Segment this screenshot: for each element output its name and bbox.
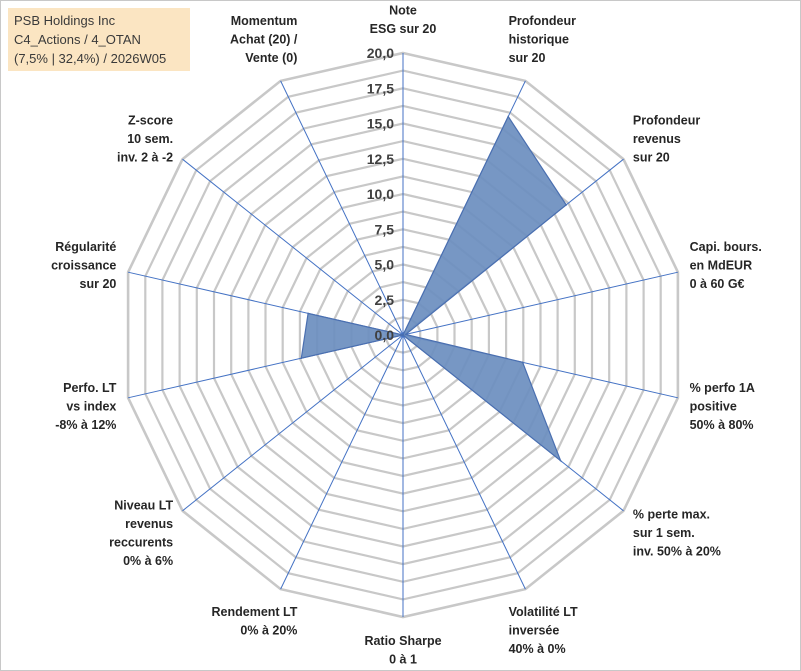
axis-label-line: Profondeur: [633, 114, 700, 128]
title-line-category: C4_Actions / 4_OTAN: [14, 32, 141, 47]
axis-label-line: sur 20: [509, 51, 546, 65]
axis-tick-label: 17,5: [367, 80, 394, 96]
axis-tick-label: 0,0: [375, 327, 395, 343]
axis-label-line: Perfo. LT: [63, 381, 117, 395]
axis-label-line: reccurents: [109, 535, 173, 549]
axis-label-line: inv. 2 à -2: [117, 151, 173, 165]
data-point: [565, 204, 567, 206]
axis-label-group: Capi. bours. en MdEUR 0 à 60 G€: [690, 240, 762, 291]
tick-layer: 0,0 2,5 5,0 7,5 10,0 12,5 15,0 17,5 20,0: [367, 45, 394, 343]
axis-label-line: revenus: [125, 517, 173, 531]
axis-label-line: 0 à 1: [389, 653, 417, 667]
data-point: [307, 312, 309, 315]
axis-tick-label: 12,5: [367, 151, 394, 167]
axis-label-line: 40% à 0%: [509, 642, 566, 656]
axis-label-line: Volatilité LT: [509, 605, 578, 619]
axis-label-line: % perfo 1A: [690, 381, 755, 395]
axis-label-line: croissance: [51, 259, 116, 273]
data-point: [402, 334, 404, 336]
axis-label-group: Rendement LT 0% à 20%: [212, 605, 298, 638]
axis-tick-label: 10,0: [367, 186, 394, 202]
axis-label-line: Niveau LT: [114, 498, 173, 512]
axis-tick-label: 15,0: [367, 116, 394, 132]
axis-spoke: [182, 334, 404, 512]
axis-label-line: sur 20: [80, 277, 117, 291]
axis-label-line: 50% à 80%: [690, 418, 754, 432]
chart-title-box: PSB Holdings Inc C4_Actions / 4_OTAN (7,…: [8, 8, 190, 71]
data-point: [559, 459, 562, 462]
axis-spoke: [402, 334, 526, 590]
axis-tick-label: 20,0: [367, 45, 394, 61]
axis-label-line: Vente (0): [245, 51, 297, 65]
axis-label-line: positive: [690, 399, 737, 413]
axis-label-group: Z-score 10 sem. inv. 2 à -2: [117, 114, 173, 165]
axis-label-line: Ratio Sharpe: [364, 634, 441, 648]
axis-label-line: vs index: [66, 399, 116, 413]
data-point: [404, 333, 407, 336]
axis-label-line: -8% à 12%: [55, 418, 116, 432]
axis-label-line: historique: [509, 33, 569, 47]
axis-tick-label: 5,0: [375, 257, 395, 273]
axis-label-line: 0 à 60 G€: [690, 277, 745, 291]
axis-label-line: Achat (20) /: [230, 33, 298, 47]
axis-label-group: Profondeur historique sur 20: [509, 14, 576, 65]
axis-label-line: sur 1 sem.: [633, 526, 695, 540]
axis-tick-label: 7,5: [375, 221, 395, 237]
axis-spoke: [280, 80, 404, 336]
axis-label-group: Momentum Achat (20) / Vente (0): [230, 14, 298, 65]
axis-label-line: Note: [389, 4, 417, 18]
series-layer: [300, 115, 567, 463]
data-series-area: [300, 115, 567, 463]
axis-label-line: inversée: [509, 623, 560, 637]
axis-label-line: 0% à 20%: [240, 623, 297, 637]
axis-label-group: % perte max. sur 1 sem. inv. 50% à 20%: [633, 508, 721, 559]
data-point: [300, 357, 303, 360]
axis-label-line: Capi. bours.: [690, 240, 762, 254]
axis-label-line: Z-score: [128, 114, 173, 128]
axis-tick-label: 2,5: [375, 292, 395, 308]
axis-spoke: [402, 271, 679, 336]
axis-label-line: 0% à 6%: [123, 554, 173, 568]
axis-label-line: Régularité: [55, 240, 116, 254]
axis-spoke: [182, 158, 404, 336]
axis-label-line: ESG sur 20: [370, 22, 437, 36]
axis-spoke: [280, 334, 404, 590]
title-line-stats: (7,5% | 32,4%) / 2026W05: [14, 51, 167, 66]
axis-label-group: % perfo 1A positive 50% à 80%: [690, 381, 755, 432]
axis-label-group: Profondeur revenus sur 20: [633, 114, 700, 165]
axis-label-group: Ratio Sharpe 0 à 1: [364, 634, 441, 667]
axis-label-line: sur 20: [633, 151, 670, 165]
axis-label-line: inv. 50% à 20%: [633, 545, 721, 559]
axis-label-group: Volatilité LT inversée 40% à 0%: [509, 605, 578, 656]
axis-label-group: Régularité croissance sur 20: [51, 240, 116, 291]
axis-label-line: Profondeur: [509, 14, 576, 28]
axis-label-group: Niveau LT revenus reccurents 0% à 6%: [109, 498, 173, 568]
label-layer: Note ESG sur 20 Profondeur historique sur 20…: [51, 4, 762, 667]
axis-label-line: Momentum: [231, 14, 298, 28]
axis-label-line: revenus: [633, 132, 681, 146]
axis-label-group: Perfo. LT vs index -8% à 12%: [55, 381, 117, 432]
data-point: [521, 361, 524, 364]
axis-label-line: % perte max.: [633, 508, 710, 522]
title-line-company: PSB Holdings Inc: [14, 13, 116, 28]
axis-label-line: Rendement LT: [212, 605, 298, 619]
axis-label-line: 10 sem.: [127, 132, 173, 146]
axis-label-line: en MdEUR: [690, 259, 753, 273]
data-point: [507, 115, 510, 118]
axis-label-group: Note ESG sur 20: [370, 4, 437, 37]
